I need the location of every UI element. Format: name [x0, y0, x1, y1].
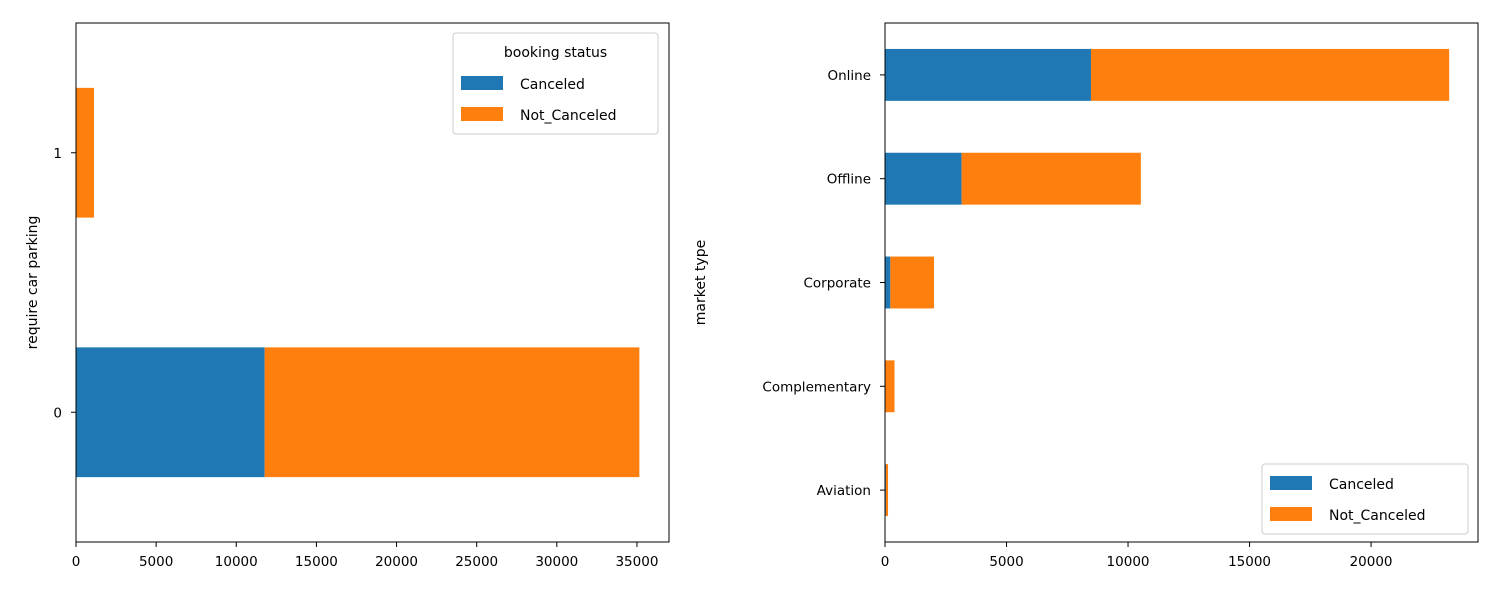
bar-canceled-offline — [885, 152, 962, 205]
bar-canceled-online — [885, 48, 1091, 101]
y-tick-label: Corporate — [804, 276, 872, 292]
bar-not-canceled-1 — [76, 87, 95, 218]
bar-canceled-corporate — [885, 256, 891, 309]
y-tick-label: Aviation — [817, 483, 871, 499]
legend: booking status Canceled Not_Canceled — [452, 32, 659, 135]
y-tick-label: Online — [827, 68, 871, 84]
x-tick-label: 25000 — [455, 554, 498, 570]
legend-title: booking status — [504, 45, 607, 61]
x-tick-label: 15000 — [1228, 554, 1271, 570]
legend-swatch-canceled — [1270, 476, 1312, 490]
legend-label-canceled: Canceled — [1329, 477, 1394, 493]
legend-swatch-not-canceled — [461, 107, 503, 121]
legend-box — [452, 32, 659, 135]
plot-frame — [75, 22, 670, 543]
x-tick-label: 35000 — [615, 554, 658, 570]
chart-1: 0 5000 10000 15000 20000 25000 30000 35000 0 1 req… — [25, 22, 670, 570]
bar-not-canceled-corporate — [890, 256, 935, 309]
x-tick-label: 0 — [72, 554, 81, 570]
legend-swatch-not-canceled — [1270, 507, 1312, 521]
x-tick-label: 10000 — [1107, 554, 1150, 570]
bar-not-canceled-aviation — [885, 464, 889, 517]
x-tick-label: 30000 — [535, 554, 578, 570]
bar-not-canceled-offline — [961, 152, 1141, 205]
y-tick-label: Offline — [827, 172, 871, 188]
x-tick-label: 20000 — [1350, 554, 1393, 570]
legend: Canceled Not_Canceled — [1261, 463, 1469, 535]
legend-swatch-canceled — [461, 76, 503, 90]
x-tick-label: 5000 — [989, 554, 1023, 570]
x-tick-label: 0 — [881, 554, 890, 570]
legend-box — [1261, 463, 1469, 535]
y-axis-label: require car parking — [25, 216, 41, 350]
bar-not-canceled-complementary — [885, 360, 895, 413]
legend-label-not-canceled: Not_Canceled — [1329, 508, 1425, 524]
x-tick-label: 10000 — [215, 554, 258, 570]
y-axis-label: market type — [693, 240, 709, 325]
legend-label-not-canceled: Not_Canceled — [520, 108, 616, 124]
x-tick-label: 5000 — [139, 554, 173, 570]
bar-not-canceled-online — [1090, 48, 1450, 101]
y-tick-label: Complementary — [762, 379, 871, 395]
x-tick-label: 15000 — [295, 554, 338, 570]
legend-label-canceled: Canceled — [520, 77, 585, 93]
bar-not-canceled-0 — [264, 347, 640, 478]
y-tick-label: 1 — [53, 146, 62, 162]
chart-2: 0 5000 10000 15000 20000 Aviation Complementar… — [693, 22, 1479, 570]
bar-canceled-0 — [76, 347, 265, 478]
y-tick-label: 0 — [53, 405, 62, 421]
x-tick-label: 20000 — [375, 554, 418, 570]
